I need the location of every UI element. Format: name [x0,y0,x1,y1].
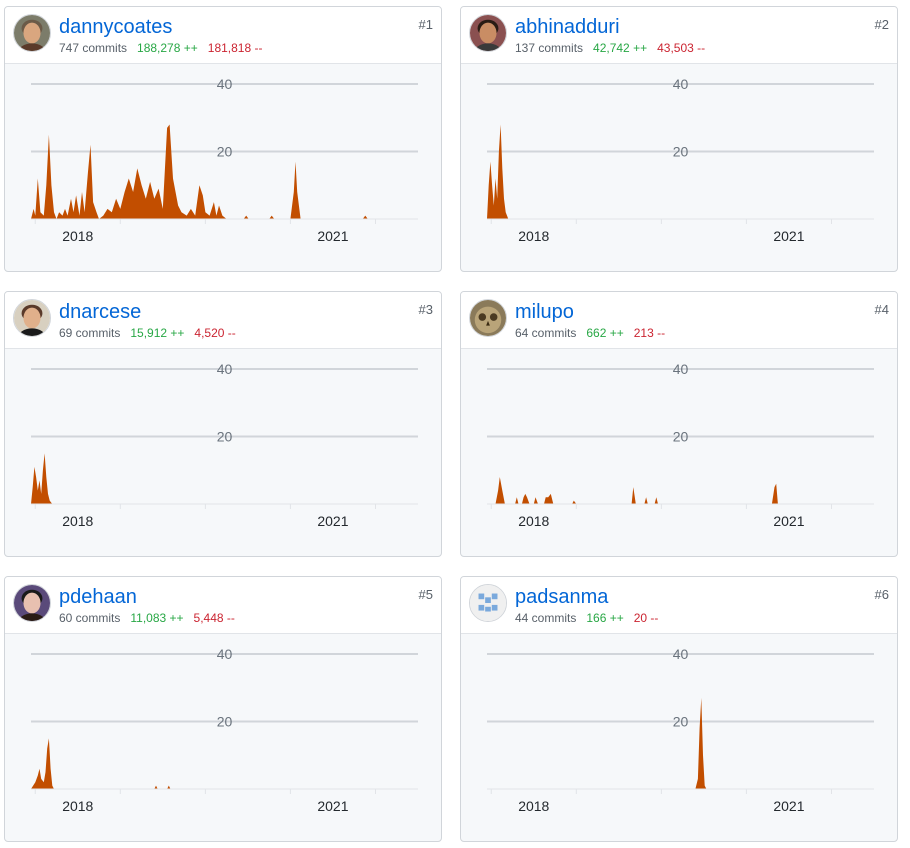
additions-count: 662 ++ [586,326,624,340]
avatar[interactable] [13,299,51,337]
contributor-name-link[interactable]: milupo [515,301,574,323]
avatar[interactable] [469,584,507,622]
contributor-card: pdehaan 60 commits 11,083 ++ 5,448 -- #5 20 40… [4,576,442,842]
contributor-stats: 137 commits 42,742 ++ 43,503 -- [515,41,715,55]
commits-area [31,124,418,219]
additions-count: 188,278 ++ [137,41,198,55]
y-tick-label: 40 [217,646,233,662]
additions-count: 11,083 ++ [130,611,184,625]
card-header: milupo 64 commits 662 ++ 213 -- #4 [461,292,897,349]
deletions-count: 4,520 -- [194,326,236,340]
deletions-count: 43,503 -- [657,41,706,55]
card-header: padsanma 44 commits 166 ++ 20 -- #6 [461,577,897,634]
commit-count: 64 commits [515,326,577,340]
contributor-name-link[interactable]: dannycoates [59,16,173,38]
x-tick-label: 2018 [518,798,549,814]
x-tick-label: 2018 [62,798,93,814]
y-tick-label: 20 [673,144,689,160]
commits-area [31,738,418,789]
contributor-rank: #2 [874,17,889,32]
contributor-name-link[interactable]: abhinadduri [515,16,620,38]
avatar[interactable] [469,299,507,337]
commits-area [695,697,874,789]
card-header: dnarcese 69 commits 15,912 ++ 4,520 -- #3 [5,292,441,349]
avatar[interactable] [13,14,51,52]
contributor-card: padsanma 44 commits 166 ++ 20 -- #6 20 40 2018 2… [460,576,898,842]
commit-count: 747 commits [59,41,128,55]
additions-count: 15,912 ++ [130,326,185,340]
avatar[interactable] [469,14,507,52]
commit-count: 44 commits [515,611,577,625]
contributor-name-link[interactable]: padsanma [515,586,609,608]
commit-activity-chart: 20 40 2018 2021 [31,646,418,814]
avatar-image [14,585,50,621]
commits-area [487,124,874,219]
avatar-image [470,15,506,51]
contributor-stats: 64 commits 662 ++ 213 -- [515,326,675,340]
deletions-count: 213 -- [633,326,666,340]
commit-activity-chart: 20 40 2018 2021 [487,76,874,244]
commit-count: 137 commits [515,41,584,55]
deletions-count: 20 -- [633,611,659,625]
commit-activity-chart: 20 40 2018 2021 [31,76,418,244]
contributor-rank: #1 [418,17,433,32]
x-tick-label: 2021 [773,798,804,814]
y-tick-label: 20 [217,429,233,445]
deletions-count: 5,448 -- [193,611,235,625]
commit-count: 69 commits [59,326,121,340]
additions-count: 166 ++ [586,611,624,625]
contributor-rank: #5 [418,587,433,602]
commit-count: 60 commits [59,611,121,625]
x-tick-label: 2018 [518,228,549,244]
commits-area [495,477,874,504]
commit-activity-chart: 20 40 2018 2021 [31,361,418,529]
contributor-card: milupo 64 commits 662 ++ 213 -- #4 20 40 2018 20… [460,291,898,557]
contributor-rank: #3 [418,302,433,317]
avatar-image [14,15,50,51]
x-tick-label: 2018 [62,513,93,529]
commits-area [31,453,418,504]
y-tick-label: 20 [217,144,233,160]
y-tick-label: 40 [217,76,233,92]
x-tick-label: 2021 [773,513,804,529]
contributor-rank: #4 [874,302,889,317]
deletions-count: 181,818 -- [207,41,263,55]
avatar-image [470,585,506,621]
card-header: abhinadduri 137 commits 42,742 ++ 43,503 --… [461,7,897,64]
contributor-card: dnarcese 69 commits 15,912 ++ 4,520 -- #3 20 4… [4,291,442,557]
x-tick-label: 2018 [62,228,93,244]
contributor-card: dannycoates 747 commits 188,278 ++ 181,818 … [4,6,442,272]
y-tick-label: 40 [673,76,689,92]
card-header: dannycoates 747 commits 188,278 ++ 181,818 … [5,7,441,64]
contributor-stats: 69 commits 15,912 ++ 4,520 -- [59,326,246,340]
x-tick-label: 2021 [317,798,348,814]
y-tick-label: 40 [673,646,689,662]
y-tick-label: 20 [217,714,233,730]
x-tick-label: 2018 [518,513,549,529]
x-tick-label: 2021 [317,228,348,244]
avatar-image [470,300,506,336]
y-tick-label: 40 [217,361,233,377]
y-tick-label: 20 [673,714,689,730]
commit-activity-chart: 20 40 2018 2021 [487,646,874,814]
contributor-name-link[interactable]: pdehaan [59,586,137,608]
additions-count: 42,742 ++ [593,41,648,55]
y-tick-label: 40 [673,361,689,377]
contributor-card: abhinadduri 137 commits 42,742 ++ 43,503 --… [460,6,898,272]
contributor-stats: 60 commits 11,083 ++ 5,448 -- [59,611,245,625]
contributor-name-link[interactable]: dnarcese [59,301,142,323]
x-tick-label: 2021 [773,228,804,244]
card-header: pdehaan 60 commits 11,083 ++ 5,448 -- #5 [5,577,441,634]
y-tick-label: 20 [673,429,689,445]
commit-activity-chart: 20 40 2018 2021 [487,361,874,529]
contributor-stats: 747 commits 188,278 ++ 181,818 -- [59,41,272,55]
contributor-rank: #6 [874,587,889,602]
avatar-image [14,300,50,336]
x-tick-label: 2021 [317,513,348,529]
contributor-stats: 44 commits 166 ++ 20 -- [515,611,668,625]
avatar[interactable] [13,584,51,622]
